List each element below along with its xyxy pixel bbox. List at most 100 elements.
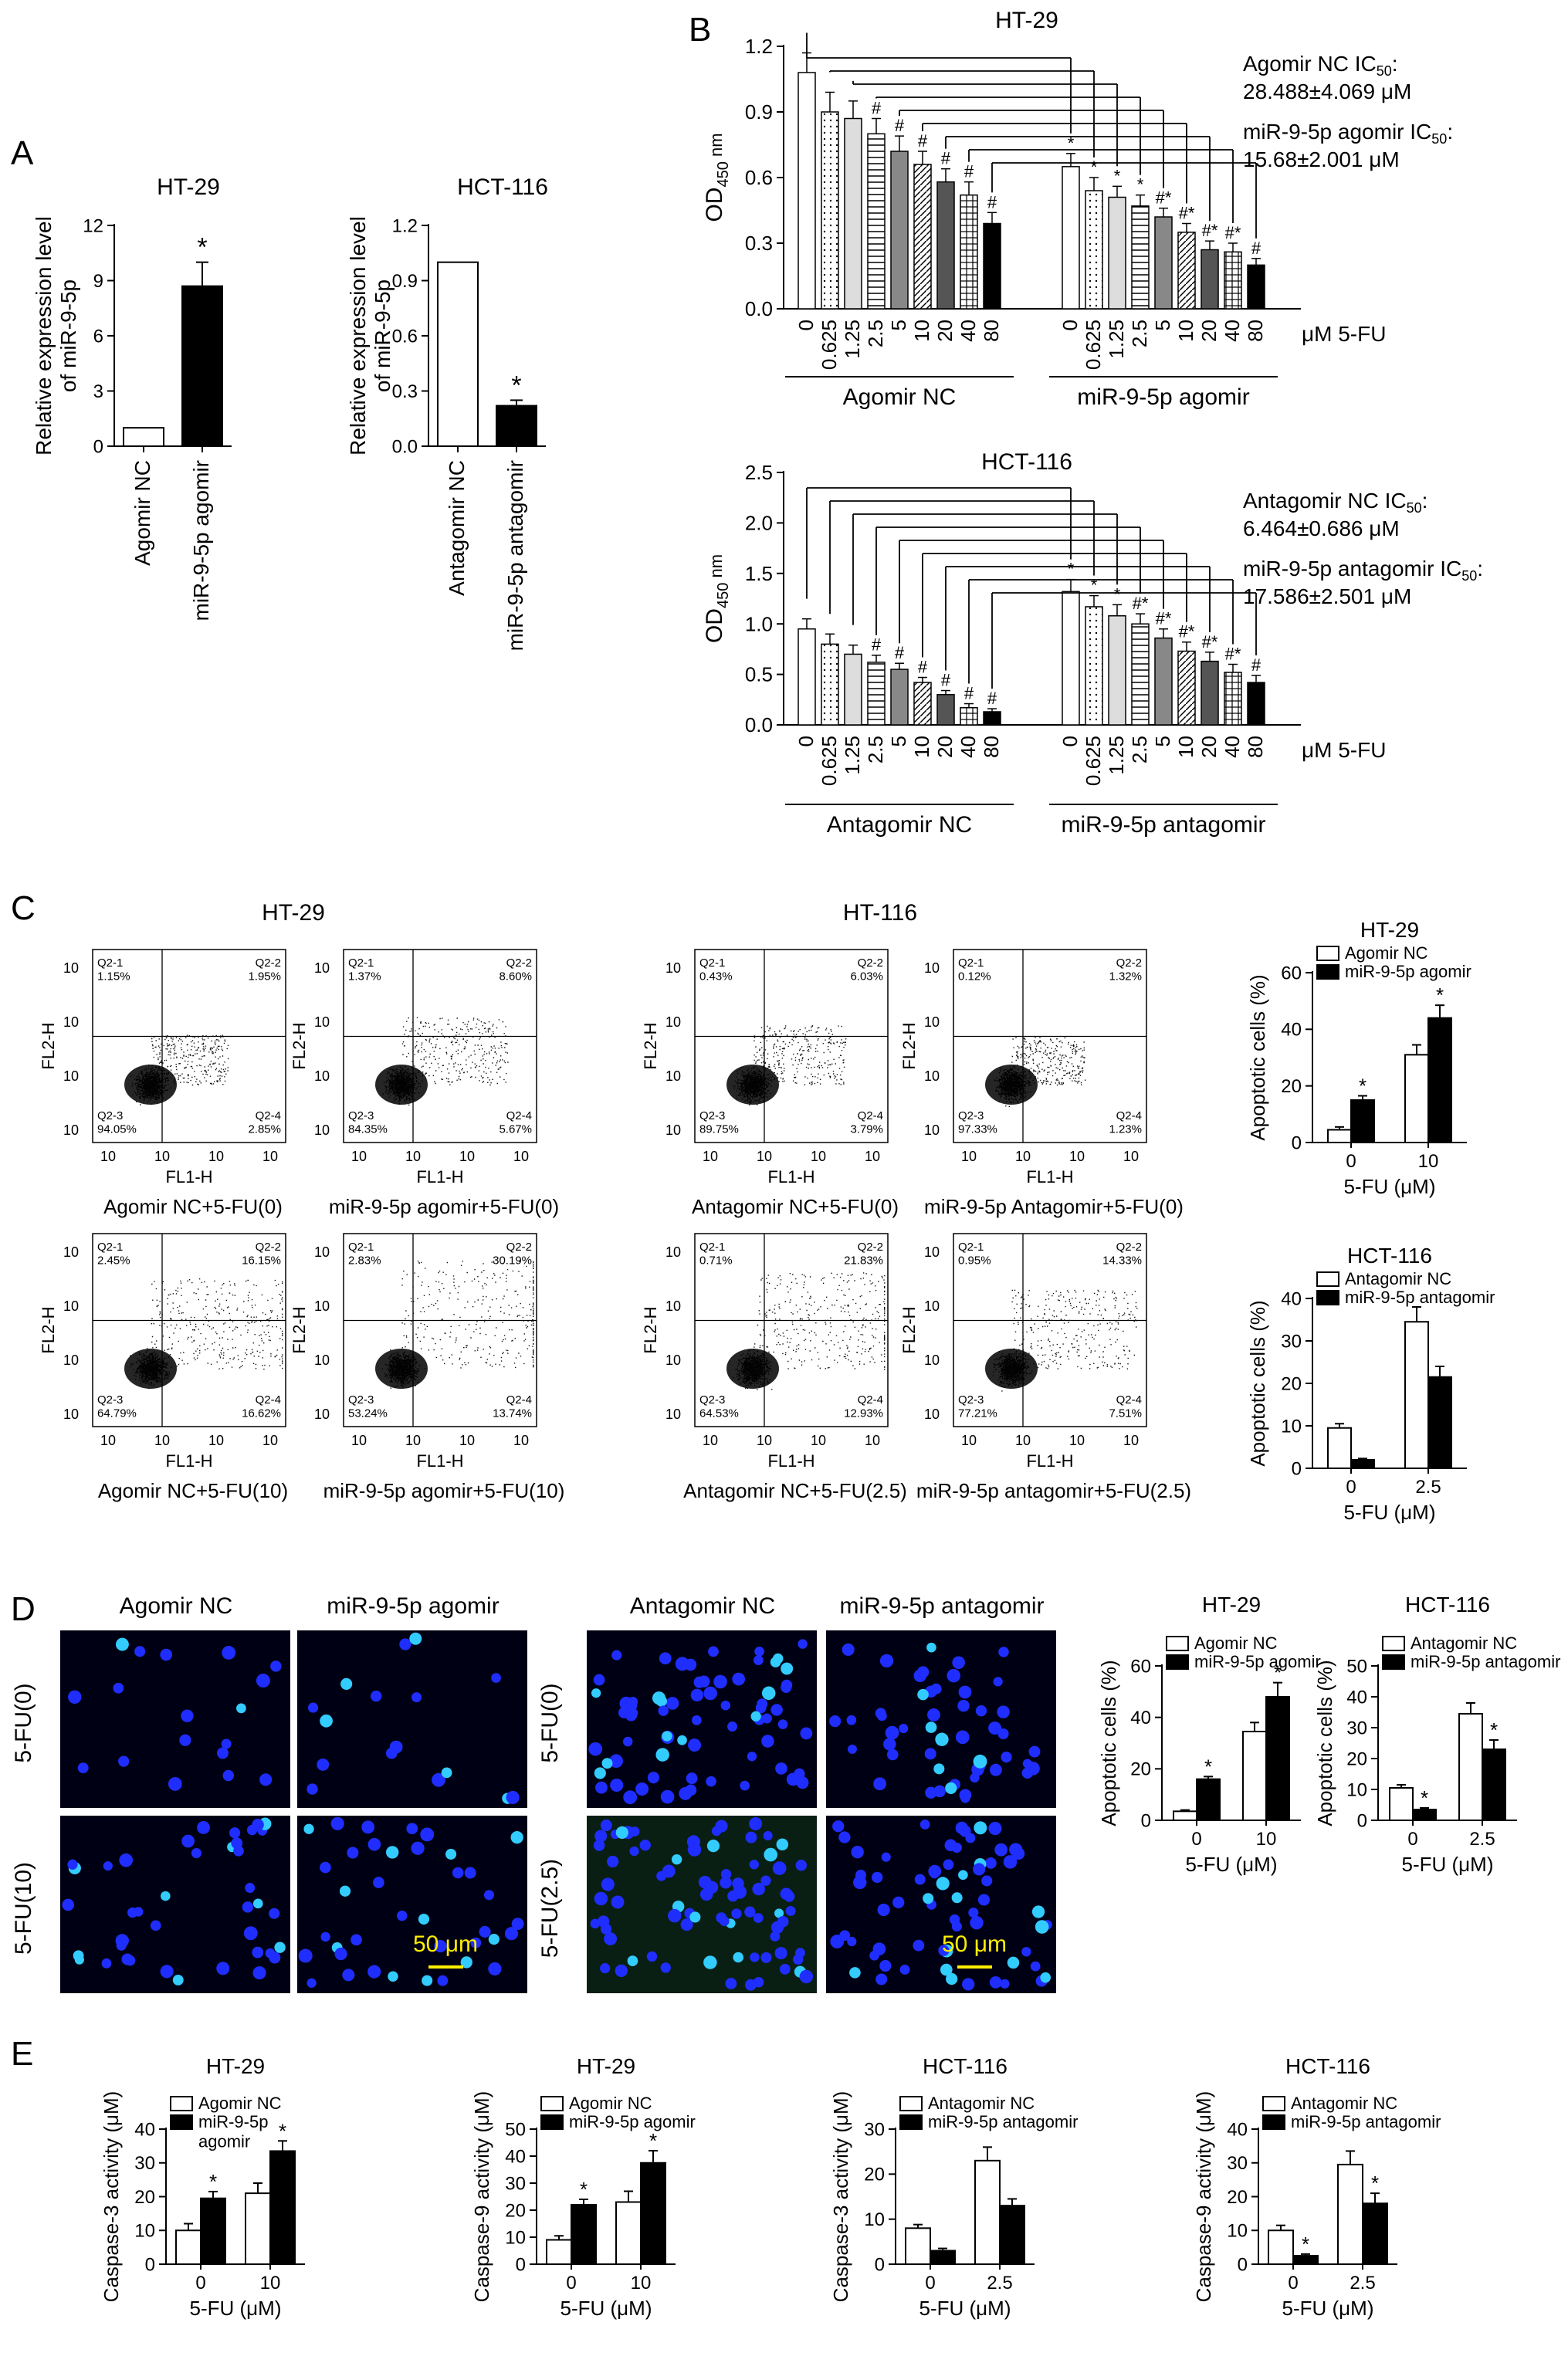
micro-row-label: 5-FU(0) bbox=[11, 1683, 36, 1762]
bar bbox=[200, 2197, 226, 2265]
x-tick-label: 0 bbox=[925, 2273, 935, 2294]
scale-bar-label: 50 μm bbox=[942, 1931, 1007, 1957]
micro-nucleus bbox=[927, 1708, 940, 1721]
micro-nucleus bbox=[958, 1870, 968, 1881]
micro-nucleus bbox=[779, 1963, 791, 1975]
micro-nucleus bbox=[252, 1898, 263, 1909]
micro-nucleus bbox=[422, 1975, 433, 1986]
flow-y-tick: 10 bbox=[314, 1068, 330, 1084]
x-axis-label: 5-FU (μM) bbox=[1344, 1175, 1436, 1198]
flow-x-tick: 10 bbox=[100, 1433, 116, 1448]
micro-nucleus bbox=[593, 1674, 605, 1686]
quadrant-label: Q2-1 bbox=[958, 1241, 984, 1254]
micro-nucleus bbox=[957, 1699, 970, 1712]
micro-nucleus bbox=[607, 1855, 619, 1868]
micro-nucleus bbox=[367, 1837, 381, 1851]
x-tick-label: 0 bbox=[794, 320, 818, 330]
x-tick-label: miR-9-5p antagomir bbox=[503, 460, 527, 651]
significance-mark: * bbox=[1302, 2233, 1309, 2256]
significance-mark: # bbox=[987, 689, 997, 708]
micro-nucleus bbox=[916, 1666, 930, 1678]
chart-title: HCT-116 bbox=[1405, 1593, 1490, 1617]
micro-row-label: 5-FU(0) bbox=[537, 1683, 563, 1762]
quadrant-label: 84.35% bbox=[348, 1122, 388, 1136]
micro-nucleus bbox=[347, 1847, 359, 1859]
flow-plot-label: Agomir NC+5-FU(10) bbox=[98, 1479, 288, 1502]
flow-x-tick: 10 bbox=[351, 1433, 367, 1448]
flow-dense-core bbox=[375, 1065, 428, 1105]
quadrant-label: Q2-2 bbox=[858, 1241, 883, 1254]
y-tick-label: 10 bbox=[505, 2227, 526, 2248]
y-tick-label: 30 bbox=[134, 2153, 155, 2174]
quadrant-label: Q2-1 bbox=[699, 956, 725, 970]
micro-nucleus bbox=[479, 1925, 491, 1938]
significance-mark: * bbox=[649, 2129, 657, 2152]
legend-label: Agomir NC bbox=[1345, 943, 1428, 963]
x-tick-label: 1.25 bbox=[841, 736, 864, 775]
bar bbox=[974, 2159, 1001, 2265]
bar bbox=[1458, 1713, 1483, 1821]
micro-nucleus bbox=[692, 1715, 702, 1725]
micro-nucleus bbox=[733, 1952, 743, 1963]
micro-nucleus bbox=[510, 1831, 523, 1844]
x-tick-label: 80 bbox=[980, 320, 1003, 342]
y-axis-label-unit: nm bbox=[706, 554, 726, 583]
micro-nucleus bbox=[181, 1709, 194, 1722]
bar bbox=[1062, 166, 1080, 310]
significance-mark: #* bbox=[1202, 632, 1218, 652]
quadrant-label: 2.45% bbox=[97, 1254, 130, 1267]
x-axis-label: 5-FU (μM) bbox=[1344, 1501, 1436, 1524]
micro-nucleus bbox=[985, 1857, 997, 1869]
y-tick-label: 40 bbox=[1227, 2119, 1248, 2140]
y-axis-label: Apoptotic cells (%) bbox=[1246, 1300, 1269, 1466]
micro-nucleus bbox=[411, 1841, 425, 1855]
significance-mark: * bbox=[1137, 175, 1144, 195]
chart-title: HT-29 bbox=[1360, 918, 1419, 942]
micro-nucleus bbox=[703, 1686, 717, 1701]
flow-x-tick: 10 bbox=[405, 1433, 421, 1448]
micro-nucleus bbox=[594, 1891, 608, 1906]
micro-nucleus bbox=[750, 1952, 760, 1962]
y-axis-label: Caspase-3 activity (μM) bbox=[829, 2091, 852, 2303]
significance-mark: * bbox=[1359, 1075, 1366, 1098]
micro-nucleus bbox=[334, 1947, 347, 1961]
micro-nucleus bbox=[385, 1747, 398, 1759]
flow-y-tick: 10 bbox=[924, 1407, 940, 1422]
x-tick-label: 0.625 bbox=[1082, 736, 1105, 786]
micro-nucleus bbox=[693, 1676, 706, 1688]
micro-nucleus bbox=[662, 1864, 676, 1878]
quadrant-label: Q2-2 bbox=[1116, 956, 1142, 970]
bar bbox=[821, 643, 839, 726]
x-unit-label: μM 5-FU bbox=[1302, 738, 1386, 762]
flow-y-tick: 10 bbox=[63, 1298, 79, 1314]
legend-label: Agomir NC bbox=[569, 2094, 652, 2113]
legend-swatch bbox=[1316, 1290, 1339, 1305]
flow-y-tick: 10 bbox=[665, 1244, 681, 1260]
x-tick-label: 0 bbox=[1346, 1477, 1356, 1498]
micro-nucleus bbox=[997, 1728, 1009, 1740]
y-tick-label: 0 bbox=[1292, 1132, 1302, 1153]
bar bbox=[1427, 1376, 1452, 1469]
micro-nucleus bbox=[639, 1839, 651, 1851]
micro-nucleus bbox=[179, 1734, 191, 1746]
micro-nucleus bbox=[777, 1719, 788, 1729]
y-tick-label: 10 bbox=[1281, 1416, 1302, 1437]
y-tick-label: 60 bbox=[1130, 1656, 1151, 1677]
y-tick-label: 12 bbox=[83, 215, 103, 236]
x-tick-label: 20 bbox=[933, 736, 957, 758]
x-tick-label: 0 bbox=[566, 2273, 576, 2294]
x-tick-label: 2.5 bbox=[1415, 1477, 1441, 1498]
micro-nucleus bbox=[339, 1885, 351, 1897]
micro-nucleus bbox=[772, 1653, 784, 1664]
bar bbox=[245, 2192, 271, 2265]
micro-nucleus bbox=[597, 1915, 610, 1928]
flow-plot-label: Agomir NC+5-FU(0) bbox=[103, 1195, 283, 1218]
ic50-text-part: : bbox=[1477, 557, 1483, 581]
micro-nucleus bbox=[418, 1913, 430, 1925]
significance-mark: * bbox=[1274, 1661, 1282, 1684]
flow-x-tick: 10 bbox=[262, 1149, 278, 1164]
x-tick-label: 2.5 bbox=[864, 320, 887, 347]
micro-nucleus bbox=[708, 1646, 719, 1657]
x-tick-label: 80 bbox=[1244, 736, 1267, 758]
y-tick-label: 0.0 bbox=[745, 297, 773, 320]
